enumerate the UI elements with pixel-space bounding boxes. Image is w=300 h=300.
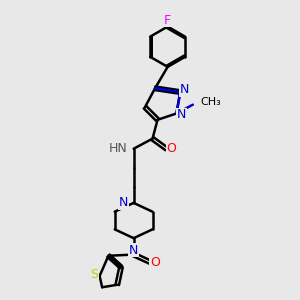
Text: HN: HN — [109, 142, 127, 155]
Text: N: N — [119, 196, 128, 209]
Text: S: S — [90, 268, 98, 281]
Text: CH₃: CH₃ — [200, 97, 221, 107]
Text: N: N — [180, 83, 189, 96]
Text: N: N — [177, 108, 186, 121]
Text: N: N — [129, 244, 138, 257]
Text: F: F — [164, 14, 171, 27]
Text: O: O — [150, 256, 160, 268]
Text: O: O — [167, 142, 176, 155]
